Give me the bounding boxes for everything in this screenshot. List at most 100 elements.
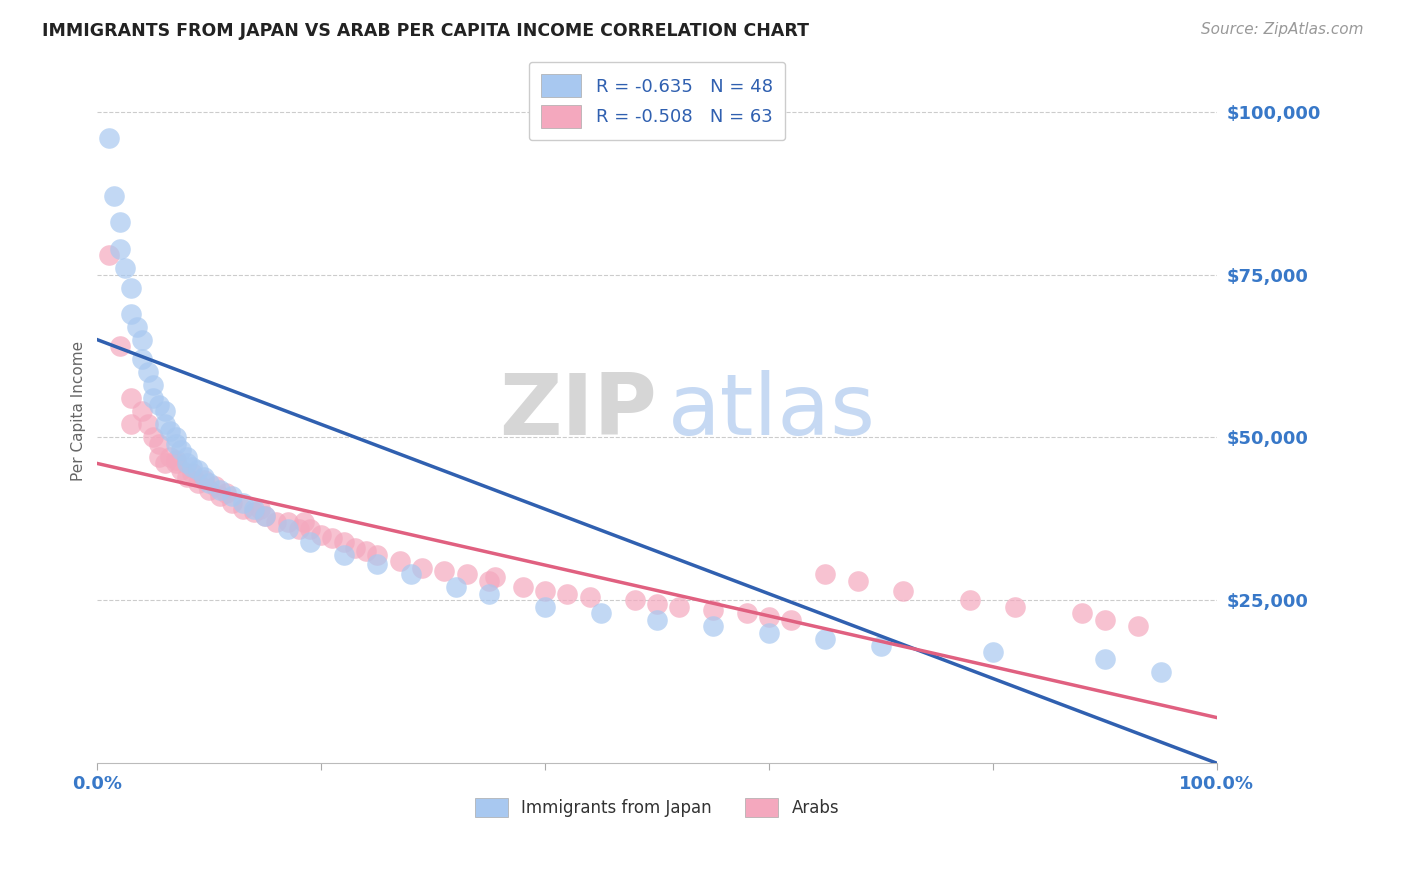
Point xyxy=(589,607,612,621)
Point xyxy=(249,502,271,516)
Point xyxy=(444,580,467,594)
Point xyxy=(848,574,870,588)
Point xyxy=(148,437,170,451)
Point xyxy=(176,450,198,464)
Point xyxy=(254,508,277,523)
Point xyxy=(484,570,506,584)
Point xyxy=(354,544,377,558)
Text: IMMIGRANTS FROM JAPAN VS ARAB PER CAPITA INCOME CORRELATION CHART: IMMIGRANTS FROM JAPAN VS ARAB PER CAPITA… xyxy=(42,22,810,40)
Point xyxy=(254,508,277,523)
Point xyxy=(131,352,153,367)
Point xyxy=(366,548,388,562)
Point xyxy=(97,248,120,262)
Point xyxy=(232,502,254,516)
Point xyxy=(332,548,354,562)
Point xyxy=(758,625,780,640)
Point xyxy=(187,476,209,491)
Point xyxy=(221,489,243,503)
Point xyxy=(814,567,837,582)
Point xyxy=(1094,652,1116,666)
Point xyxy=(456,567,478,582)
Point xyxy=(399,567,422,582)
Y-axis label: Per Capita Income: Per Capita Income xyxy=(72,342,86,482)
Point xyxy=(645,597,668,611)
Point xyxy=(108,242,131,256)
Point xyxy=(176,457,198,471)
Point xyxy=(735,607,758,621)
Point xyxy=(187,463,209,477)
Point xyxy=(108,339,131,353)
Point xyxy=(142,378,165,392)
Point xyxy=(165,437,187,451)
Point xyxy=(298,534,321,549)
Point xyxy=(120,417,142,432)
Point xyxy=(1094,613,1116,627)
Text: atlas: atlas xyxy=(668,370,876,453)
Point xyxy=(153,404,176,418)
Text: ZIP: ZIP xyxy=(499,370,657,453)
Point xyxy=(209,483,232,497)
Point xyxy=(159,450,181,464)
Point xyxy=(388,554,411,568)
Point xyxy=(869,639,891,653)
Point xyxy=(266,515,288,529)
Point xyxy=(702,619,724,633)
Point xyxy=(136,417,159,432)
Point xyxy=(1071,607,1094,621)
Point xyxy=(1004,599,1026,614)
Point xyxy=(1149,665,1171,679)
Point xyxy=(204,479,226,493)
Point xyxy=(153,417,176,432)
Point xyxy=(645,613,668,627)
Point xyxy=(103,189,125,203)
Point xyxy=(120,307,142,321)
Point xyxy=(534,583,557,598)
Point xyxy=(142,392,165,406)
Point xyxy=(198,476,221,491)
Point xyxy=(193,469,215,483)
Point xyxy=(433,564,456,578)
Legend: Immigrants from Japan, Arabs: Immigrants from Japan, Arabs xyxy=(467,789,848,825)
Point xyxy=(343,541,366,556)
Point xyxy=(332,534,354,549)
Point xyxy=(959,593,981,607)
Point xyxy=(148,450,170,464)
Point xyxy=(366,558,388,572)
Point xyxy=(981,645,1004,659)
Point xyxy=(478,587,501,601)
Point xyxy=(97,130,120,145)
Point xyxy=(170,443,193,458)
Point xyxy=(557,587,579,601)
Point xyxy=(136,365,159,379)
Point xyxy=(165,453,187,467)
Point xyxy=(623,593,645,607)
Point xyxy=(181,467,204,481)
Point xyxy=(153,457,176,471)
Point xyxy=(170,463,193,477)
Point xyxy=(215,485,238,500)
Point xyxy=(668,599,690,614)
Point xyxy=(176,469,198,483)
Point xyxy=(209,489,232,503)
Point xyxy=(702,603,724,617)
Point xyxy=(891,583,914,598)
Point xyxy=(277,515,299,529)
Point xyxy=(165,430,187,444)
Point xyxy=(411,560,433,574)
Point xyxy=(534,599,557,614)
Point xyxy=(198,483,221,497)
Point xyxy=(114,261,136,276)
Point xyxy=(193,473,215,487)
Point xyxy=(478,574,501,588)
Point xyxy=(108,215,131,229)
Point xyxy=(579,590,602,604)
Point xyxy=(288,522,311,536)
Point xyxy=(232,495,254,509)
Point xyxy=(814,632,837,647)
Point xyxy=(125,319,148,334)
Point xyxy=(780,613,803,627)
Point xyxy=(298,522,321,536)
Point xyxy=(243,505,266,519)
Point xyxy=(309,528,332,542)
Point xyxy=(277,522,299,536)
